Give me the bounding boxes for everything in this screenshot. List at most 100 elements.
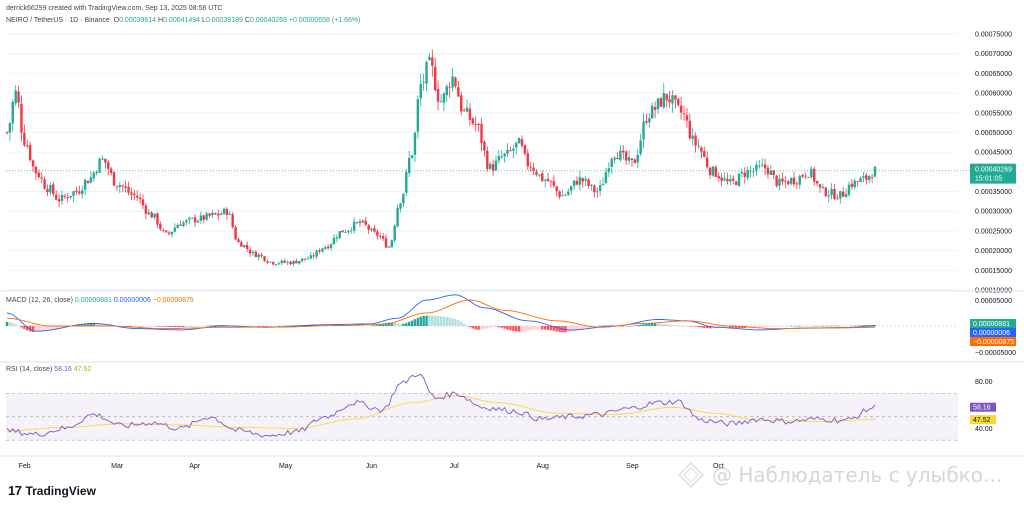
candle-body xyxy=(31,160,35,167)
candle-body xyxy=(624,151,628,161)
macd-histogram-bar xyxy=(188,326,191,328)
candle-body xyxy=(104,158,107,163)
macd-histogram-bar xyxy=(361,325,365,326)
symbol-legend[interactable]: NEIRO / TetherUS · 1D · Binance O0.00039… xyxy=(6,17,361,24)
candle-body xyxy=(324,247,327,249)
candle-body xyxy=(801,175,804,177)
candle-body xyxy=(743,172,746,177)
macd-histogram-bar xyxy=(570,326,573,332)
rsi-legend[interactable]: RSI (14, close) 58.16 47.52 xyxy=(6,366,91,373)
candle-body xyxy=(98,158,101,173)
macd-histogram-bar xyxy=(509,326,512,331)
candle-body xyxy=(66,197,69,199)
macd-value-badge xyxy=(970,337,1016,346)
macd-histogram-bar xyxy=(642,324,645,326)
macd-histogram-bar xyxy=(726,326,729,328)
candle-body xyxy=(448,86,451,88)
candle-body xyxy=(653,107,657,110)
high-label: H xyxy=(158,17,164,24)
macd-histogram-bar xyxy=(251,325,255,327)
candle-body xyxy=(251,251,255,254)
macd-histogram-bar xyxy=(133,326,136,328)
candle-body xyxy=(714,167,718,177)
macd-histogram-bar xyxy=(266,326,269,327)
candle-body xyxy=(379,236,382,237)
candle-body xyxy=(54,194,58,200)
macd-histogram-bar xyxy=(92,323,95,326)
candle-body xyxy=(28,145,32,161)
candle-body xyxy=(636,154,639,163)
candle-body xyxy=(732,178,735,181)
macd-line xyxy=(6,294,875,332)
candle-body xyxy=(500,156,503,158)
macd-histogram-bar xyxy=(798,325,801,327)
candle-body xyxy=(219,213,223,215)
candle-body xyxy=(749,170,752,172)
candle-body xyxy=(497,156,501,161)
macd-histogram-bar xyxy=(164,326,168,327)
macd-histogram-bar xyxy=(40,326,43,331)
macd-label[interactable]: MACD (12, 26, close) xyxy=(6,297,73,304)
macd-histogram-bar xyxy=(636,325,639,326)
candle-body xyxy=(118,185,122,188)
macd-histogram-bar xyxy=(390,322,394,326)
candle-body xyxy=(729,179,732,182)
candle-body xyxy=(546,178,550,182)
macd-histogram-bar xyxy=(859,325,862,326)
candle-body xyxy=(164,230,168,233)
brand-name: TradingView xyxy=(25,483,96,498)
candle-body xyxy=(190,217,194,219)
rsi-label[interactable]: RSI (14, close) xyxy=(6,366,53,373)
macd-histogram-bar xyxy=(5,321,9,326)
tradingview-brand[interactable]: 17 TradingView xyxy=(8,483,96,498)
open-label: O xyxy=(113,17,120,24)
macd-histogram-bar xyxy=(870,324,874,326)
macd-histogram-bar xyxy=(283,325,286,327)
macd-histogram-bar xyxy=(8,322,12,326)
candle-body xyxy=(468,108,472,120)
candle-body xyxy=(81,190,84,195)
candle-body xyxy=(726,179,729,182)
grid-lines xyxy=(6,33,958,291)
macd-histogram-bar xyxy=(269,326,272,327)
candle-body xyxy=(147,212,150,215)
candle-body xyxy=(567,191,570,195)
time-axis: Feb Mar Apr May Jun Jul Aug Sep Oct xyxy=(19,463,724,470)
candle-body xyxy=(752,170,755,172)
candle-body xyxy=(364,220,367,225)
macd-histogram-bar xyxy=(639,324,642,326)
macd-histogram-bar xyxy=(399,323,402,326)
candle-body xyxy=(344,232,347,234)
macd-histogram-bar xyxy=(28,326,32,332)
candle-body xyxy=(844,194,848,198)
candle-body xyxy=(700,147,703,152)
macd-legend[interactable]: MACD (12, 26, close) 0.00000881 0.000000… xyxy=(6,297,194,304)
candle-body xyxy=(405,172,408,193)
macd-histogram-bar xyxy=(31,326,35,332)
macd-histogram-bar xyxy=(552,326,556,331)
rsi-value-badge xyxy=(970,402,996,412)
time-tick-label: Feb xyxy=(19,463,31,470)
macd-histogram-bar xyxy=(607,325,611,326)
candle-body xyxy=(326,246,330,249)
macd-histogram-bar xyxy=(373,325,376,326)
candle-body xyxy=(552,181,556,186)
macd-histogram-bar xyxy=(231,325,234,326)
macd-histogram-bar xyxy=(720,326,723,328)
macd-histogram-bar xyxy=(488,326,492,328)
time-tick-label: May xyxy=(279,463,293,470)
macd-histogram-bar xyxy=(396,323,399,326)
macd-histogram-bar xyxy=(245,325,249,327)
candle-body xyxy=(445,86,448,96)
candle-body xyxy=(269,261,272,263)
candle-body xyxy=(390,240,394,248)
symbol-name[interactable]: NEIRO / TetherUS · 1D · Binance xyxy=(6,17,110,24)
macd-histogram-bar xyxy=(807,325,810,327)
candle-body xyxy=(370,228,373,231)
macd-histogram-bar xyxy=(248,325,252,327)
candle-body xyxy=(830,188,833,196)
macd-histogram-bar xyxy=(679,325,683,327)
macd-histogram-bar xyxy=(740,326,744,329)
macd-histogram-bar xyxy=(703,326,706,328)
